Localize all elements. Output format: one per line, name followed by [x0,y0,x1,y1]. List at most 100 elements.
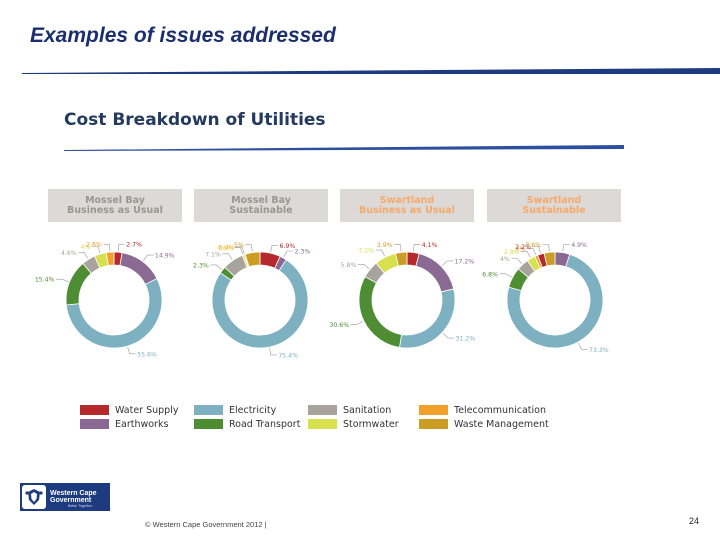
donut-slice-road-transport [65,262,92,306]
data-label: 7.2% [358,248,374,255]
legend-swatch [308,419,337,429]
section-title: Cost Breakdown of Utilities [64,110,326,130]
data-label: 2.7% [126,242,142,249]
label-leader-line [234,247,244,255]
label-leader-line [270,245,279,253]
chart-header-4: Swartland Sustainable [487,189,621,222]
footer-copyright: © Western Cape Government 2012 | [145,520,267,529]
label-leader-line [511,258,523,264]
label-leader-line [441,260,454,267]
data-label: 7.1% [205,251,221,258]
data-label: 0.4% [219,244,235,251]
label-leader-line [92,246,101,254]
logo-text: Western Cape Government [50,489,97,505]
data-label: 2.3% [295,249,311,256]
legend-swatch [194,419,223,429]
donut-slice-telecommunication [105,251,115,266]
chart-title: Mossel Bay Business as Usual [67,194,163,216]
label-leader-line [562,244,570,252]
data-label: 30.6% [329,322,349,329]
legend-label: Water Supply [115,404,179,416]
data-label: 4% [500,256,510,263]
government-logo: Western Cape Government Better Together. [20,483,110,511]
label-leader-line [394,244,402,252]
donut-chart-3: 4.1% 17.2% 31.2% 30.6% 5.8%7.2%3.9% [329,242,476,349]
donut-slice-waste-management [394,251,408,267]
donut-slice-waste-management [244,251,261,268]
donut-chart-1: 2.7% 14.9% 55.6% 15.4% 4.6% 4%2.6% [35,242,175,359]
label-leader-line [442,333,455,339]
legend-item-sanitation: Sanitation [308,404,391,416]
legend-swatch [308,405,337,415]
chart-header-1: Mossel Bay Business as Usual [48,189,182,222]
legend-item-road-transport: Road Transport [194,418,300,430]
legend-label: Waste Management [454,418,549,430]
legend-swatch [419,419,448,429]
legend-item-telecommunication: Telecommunication [419,404,546,416]
donut-chart-2: 6.9%2.3%75.4%2.3%7.1%0.6%0.4% 5% [193,242,310,359]
label-leader-line [236,246,245,254]
data-label: 3.9% [377,242,393,249]
label-leader-line [412,244,421,252]
chart-title: Mossel Bay Sustainable [229,194,293,216]
legend-label: Sanitation [343,404,392,416]
chart-header-3: Swartland Business as Usual [340,189,474,222]
section-rule [64,145,624,151]
label-leader-line [127,346,136,355]
data-label: 4.9% [571,242,587,249]
data-label: 31.2% [456,336,476,343]
label-leader-line [350,321,364,325]
legend-item-electricity: Electricity [194,404,276,416]
legend-item-earthworks: Earthworks [80,418,168,430]
donut-slice-road-transport [358,276,402,348]
data-label: 4.1% [422,242,438,249]
label-leader-line [269,348,277,356]
data-label: 3.6% [525,242,541,249]
legend-label: Electricity [229,404,277,416]
logo-subtext: Better Together. [68,504,93,508]
label-leader-line [283,250,294,258]
label-leader-line [142,254,154,261]
data-label: 2.2% [515,244,531,251]
chart-legend: Water Supply Electricity Sanitation Telecom… [80,404,580,434]
legend-item-waste-management: Waste Management [419,418,549,430]
donut-slice-earthworks [119,252,158,285]
donut-slice-electricity [506,253,604,349]
data-label: 15.4% [35,277,55,284]
data-label: 55.6% [137,351,157,358]
data-label: 2.6% [86,242,102,249]
chart-title: Swartland Sustainable [522,194,586,216]
label-leader-line [117,243,125,252]
data-label: 75.4% [278,352,298,359]
legend-swatch [419,405,448,415]
donut-slice-earthworks [415,253,455,293]
legend-swatch [80,405,109,415]
label-leader-line [357,264,370,269]
data-label: 6.9% [280,243,296,250]
legend-item-stormwater: Stormwater [308,418,399,430]
label-leader-line [103,243,111,252]
legend-label: Earthworks [115,418,169,430]
label-leader-line [577,343,588,350]
label-leader-line [222,253,233,260]
data-label: 0.6% [217,245,233,252]
label-leader-line [56,278,69,283]
data-label: 4% [81,244,91,251]
data-label: 17.2% [455,258,475,265]
page-number: 24 [689,516,700,526]
label-leader-line [499,273,512,278]
data-label: 5.8% [341,262,357,269]
data-label: 14.9% [155,253,175,260]
donut-slice-waste-management [543,251,556,267]
label-leader-line [532,246,541,254]
data-label: 1% [516,246,526,253]
legend-label: Telecommunication [454,404,546,416]
label-leader-line [78,252,89,259]
title-rule [22,68,720,74]
label-leader-line [542,244,550,252]
label-leader-line [210,264,222,270]
legend-item-water-supply: Water Supply [80,404,178,416]
slide-title: Examples of issues addressed [30,24,336,47]
label-leader-line [521,251,531,258]
data-label: 5% [234,242,244,249]
